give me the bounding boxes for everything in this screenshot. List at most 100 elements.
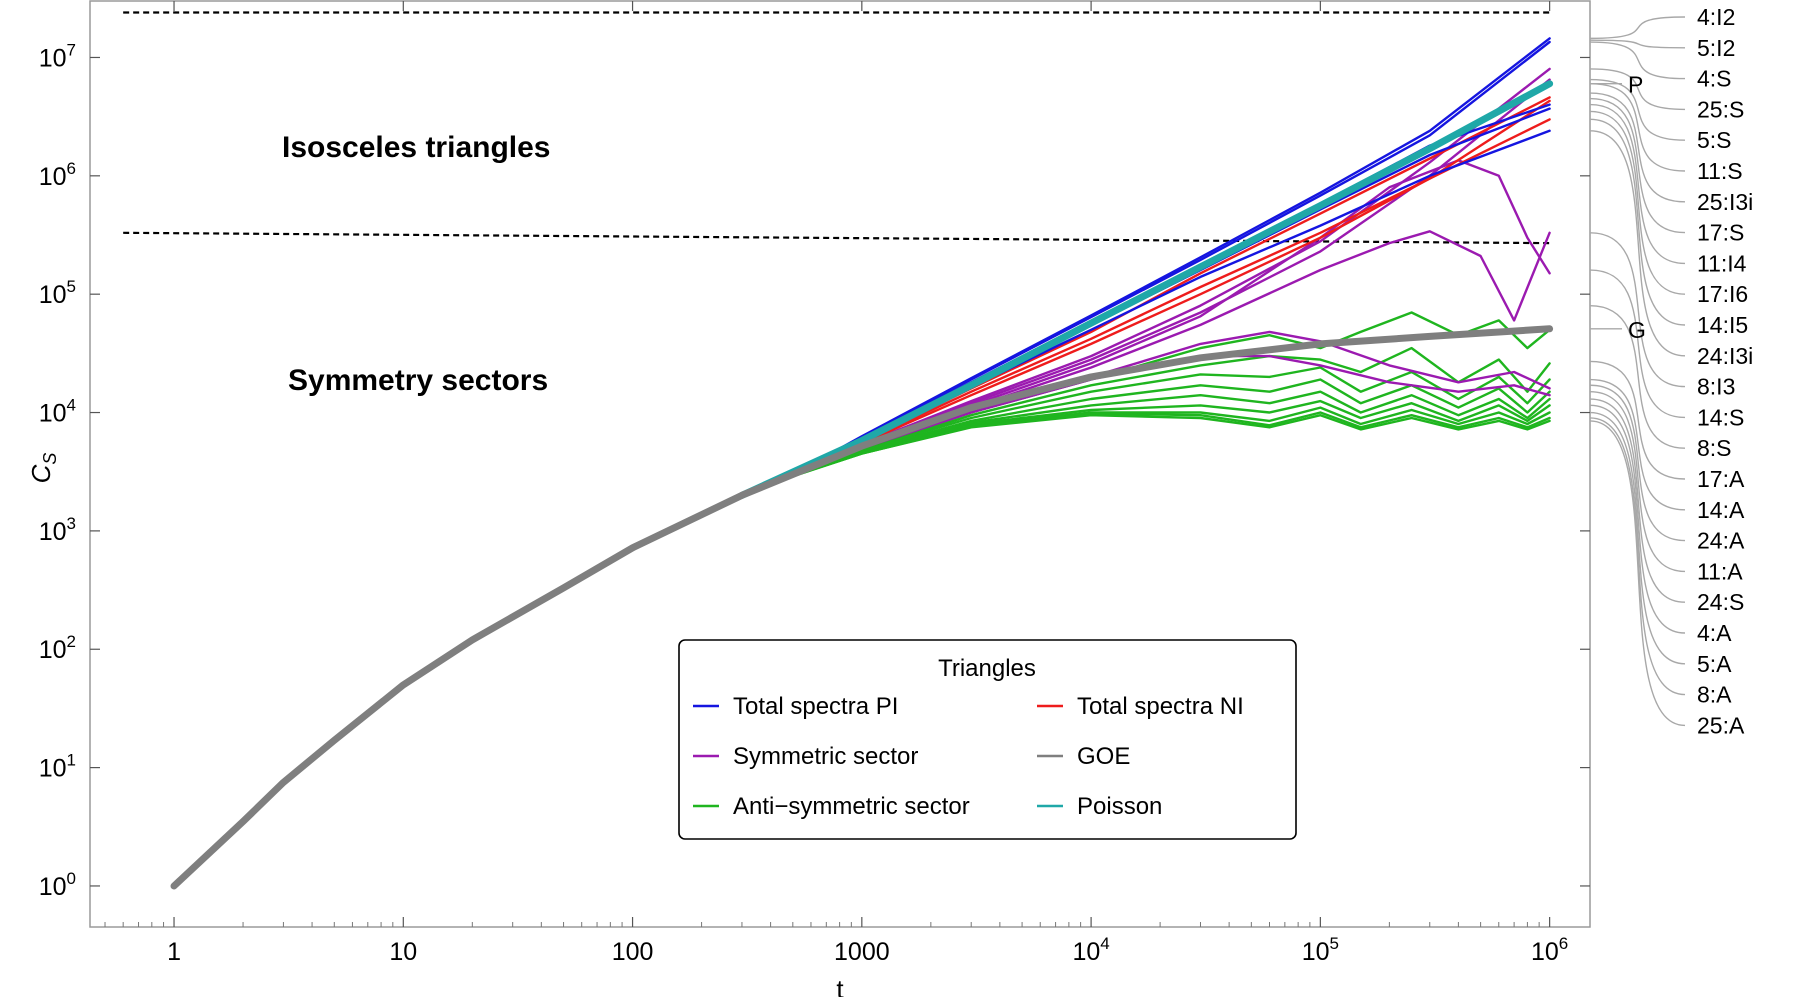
callout-leader — [1589, 68, 1686, 111]
callout-label: 11:A — [1697, 558, 1743, 584]
y-tick-label: 104 — [39, 396, 76, 428]
legend-title: Triangles — [938, 655, 1036, 682]
callout-leader — [1589, 304, 1686, 449]
callout-label: 11:I4 — [1697, 250, 1747, 276]
callout-label: 14:A — [1697, 497, 1745, 523]
legend-label: Symmetric sector — [733, 743, 918, 770]
callout-leader — [1589, 378, 1686, 511]
callout-leader — [1589, 360, 1686, 480]
callout-label: 25:A — [1697, 712, 1745, 738]
callout-label: 8:S — [1697, 435, 1732, 461]
callout-label: 17:S — [1697, 220, 1744, 246]
legend-label: Total spectra NI — [1077, 693, 1244, 720]
callout-leader — [1589, 110, 1686, 295]
callout-leader — [1589, 39, 1686, 49]
reference-lines — [123, 11, 1550, 245]
x-tick-label: 105 — [1302, 934, 1339, 966]
series-layer — [170, 37, 1554, 890]
callout-label: 5:A — [1697, 651, 1732, 677]
series-line-25-a — [791, 414, 1551, 478]
y-axis-title: CS — [26, 453, 60, 484]
callout-leader — [1589, 41, 1686, 80]
callout-leader — [1589, 232, 1686, 388]
svg-text:CS: CS — [26, 453, 60, 484]
x-tick-label: 1000 — [834, 938, 890, 966]
axis-ticks: 1 10 100 1000 104 105 106 100 101 102 103 104 105 106… — [39, 1, 1590, 966]
series-line-poisson — [738, 80, 1554, 499]
x-tick-label: 10 — [389, 938, 417, 966]
series-line-24-a — [791, 366, 1551, 478]
callout-label: 17:A — [1697, 466, 1745, 492]
legend: Triangles Total spectra PI Total spectra … — [678, 639, 1297, 840]
callout-leader — [1589, 97, 1686, 234]
callout-label: 5:S — [1697, 127, 1732, 153]
callout-leader — [1589, 384, 1686, 542]
callout-label: 24:A — [1697, 528, 1745, 554]
callout-leader — [1589, 78, 1686, 141]
callout-label: 11:S — [1697, 158, 1743, 184]
callout-leader — [1589, 92, 1686, 203]
callout-label: 4:S — [1697, 66, 1732, 92]
callout-leader — [1589, 420, 1686, 727]
callout-label: 17:I6 — [1697, 281, 1748, 307]
series-line-24-s — [791, 390, 1551, 478]
series-line-4-i2 — [791, 37, 1551, 476]
legend-label: Poisson — [1077, 793, 1162, 820]
y-tick-label: 100 — [39, 869, 76, 901]
x-tick-label: 104 — [1072, 934, 1109, 966]
series-line-11-a — [791, 378, 1551, 478]
y-tick-label: 107 — [39, 40, 76, 72]
callout-labels: 4:I2 5:I2 4:S 25:S 5:S 11:S 25:I3i 17:S 11:I4 17:… — [1589, 4, 1753, 738]
legend-label: Anti−symmetric sector — [733, 793, 970, 820]
callout-label: 5:I2 — [1697, 35, 1735, 61]
series-line-14-s — [791, 330, 1551, 478]
y-axis-title-main: C — [26, 464, 56, 483]
marker-label-p: P — [1628, 72, 1643, 98]
callout-label: 8:A — [1697, 682, 1732, 708]
callout-label: 14:S — [1697, 404, 1744, 430]
callout-leader — [1589, 16, 1686, 40]
y-tick-label: 101 — [39, 751, 76, 783]
y-tick-label: 105 — [39, 277, 76, 309]
callout-leader — [1589, 83, 1686, 172]
x-tick-label: 106 — [1531, 934, 1568, 966]
callout-leader — [1589, 103, 1686, 265]
series-line-5-a — [791, 406, 1551, 478]
series-line-8-s — [791, 354, 1551, 478]
marker-label-g: G — [1628, 317, 1646, 343]
legend-box — [678, 639, 1297, 840]
callout-label: 8:I3 — [1697, 374, 1735, 400]
callout-label: 25:I3i — [1697, 189, 1753, 215]
callout-leader — [1589, 130, 1686, 357]
x-axis-title: t — [836, 974, 844, 997]
callout-leader — [1589, 118, 1686, 326]
callout-label: 4:A — [1697, 620, 1732, 646]
callout-label: 25:S — [1697, 96, 1744, 122]
y-axis-title-sub: S — [40, 453, 60, 465]
callout-leader — [1589, 269, 1686, 419]
series-line-4-a — [791, 399, 1551, 478]
legend-label: GOE — [1077, 743, 1130, 770]
callout-label: 14:I5 — [1697, 312, 1748, 338]
callout-leader — [1589, 390, 1686, 573]
y-tick-label: 103 — [39, 514, 76, 546]
legend-label: Total spectra PI — [733, 693, 898, 720]
callout-label: 24:S — [1697, 589, 1744, 615]
callout-leader — [1589, 398, 1686, 603]
callout-leader — [1589, 411, 1686, 665]
region-label-symmetry: Symmetry sectors — [288, 364, 548, 397]
reference-line — [123, 231, 1550, 245]
y-tick-label: 102 — [39, 632, 76, 664]
callout-leader — [1589, 404, 1686, 634]
x-tick-label: 100 — [612, 938, 654, 966]
x-tick-label: 1 — [167, 938, 181, 966]
series-line-11-i4 — [791, 118, 1551, 478]
callout-label: 4:I2 — [1697, 4, 1735, 30]
region-label-isosceles: Isosceles triangles — [282, 131, 550, 164]
y-tick-label: 106 — [39, 159, 76, 191]
callout-label: 24:I3i — [1697, 343, 1753, 369]
series-line-14-a — [791, 346, 1551, 478]
callout-leader — [1589, 417, 1686, 696]
series-line-goe — [170, 325, 1554, 890]
